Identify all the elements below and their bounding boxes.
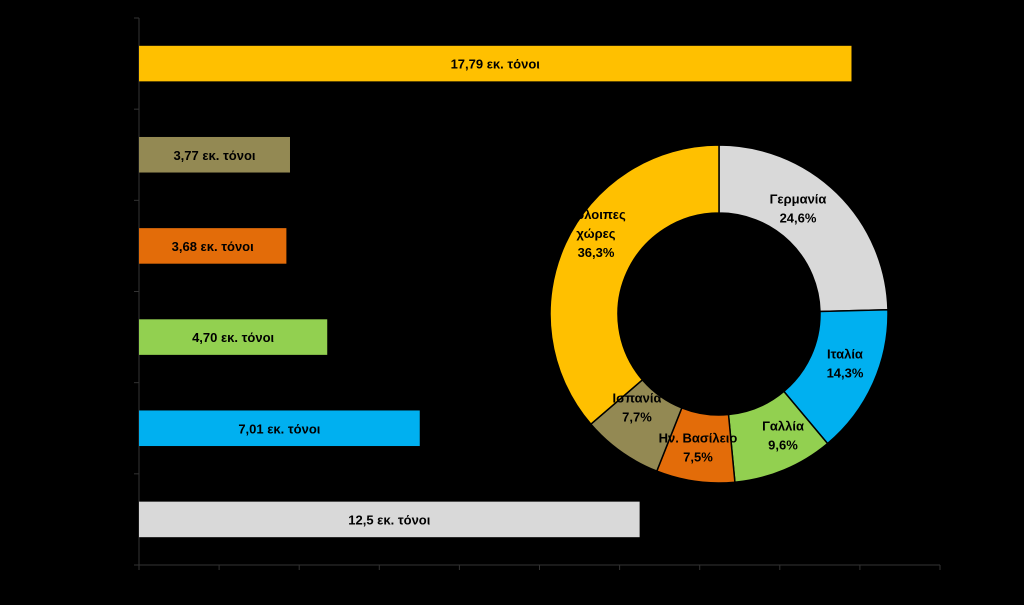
- donut-slice: [718, 144, 889, 313]
- bar-chart: 17,79 εκ. τόνοι 3,77 εκ. τόνοι 3,68 εκ. τό…: [134, 17, 941, 570]
- donut-slice-label: Ιταλία 14,3%: [827, 347, 864, 381]
- bar: [139, 319, 328, 355]
- bar-data-label: 17,79 εκ. τόνοι: [451, 57, 541, 72]
- donut-slice-label: πόλοιπες χώρες 36,3%: [566, 207, 626, 260]
- donut-slice-label: Γερμανία 24,6%: [770, 192, 827, 226]
- donut-slice-label: Γαλλία 9,6%: [762, 419, 804, 453]
- bar-data-label: 3,77 εκ. τόνοι: [173, 148, 255, 163]
- bar: [139, 136, 290, 173]
- bar-data-label: 3,68 εκ. τόνοι: [172, 239, 254, 254]
- donut-slice-label: Ην. Βασίλειο 7,5%: [659, 431, 738, 465]
- bar: [139, 501, 640, 538]
- bar-data-label: 7,01 εκ. τόνοι: [238, 421, 320, 436]
- donut-slice-label: Ισπανία 7,7%: [613, 391, 662, 425]
- bar: [139, 410, 420, 447]
- bar: [139, 45, 852, 82]
- bar-data-label: 4,70 εκ. τόνοι: [192, 330, 274, 345]
- bar-data-label: 12,5 εκ. τόνοι: [348, 512, 430, 527]
- bar: [139, 228, 287, 264]
- donut-chart: Γερμανία 24,6% Ιταλία 14,3% Γαλλία 9,6% Ην. Βα…: [549, 144, 889, 484]
- donut-slice: [549, 144, 720, 426]
